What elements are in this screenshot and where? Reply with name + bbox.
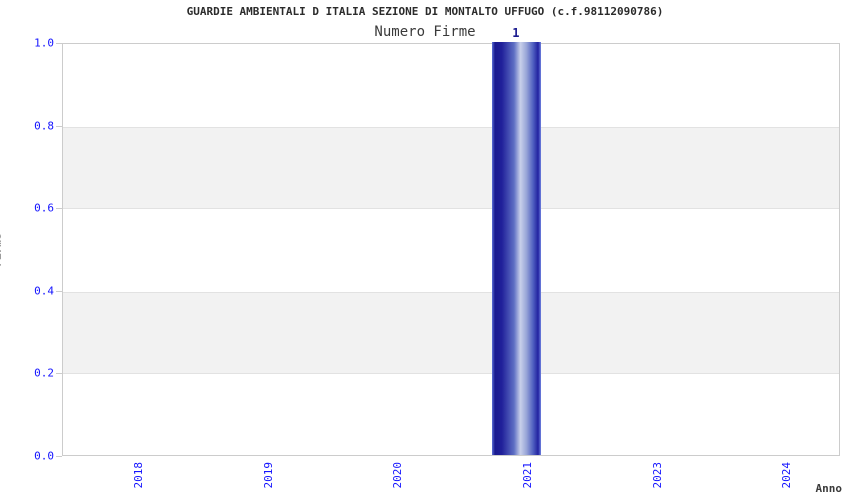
y-tick-label: 1.0 — [34, 36, 54, 50]
grid-band — [63, 126, 839, 210]
y-tick-label: 0.2 — [34, 366, 54, 380]
y-tick-mark — [56, 125, 62, 127]
bar-value-label: 1 — [512, 26, 520, 40]
x-tick-label: 2021 — [520, 462, 534, 489]
y-tick-mark — [56, 43, 62, 44]
y-tick-mark — [56, 208, 62, 210]
chart-subtitle: Numero Firme — [374, 24, 476, 40]
x-tick-label: 2020 — [391, 462, 405, 489]
plot-area — [62, 42, 840, 456]
y-tick-mark — [56, 290, 62, 292]
x-tick-label: 2023 — [650, 462, 664, 489]
y-tick-label: 0.4 — [34, 284, 54, 298]
y-tick-mark — [56, 373, 62, 375]
y-tick-mark — [56, 456, 62, 457]
y-tick-label: 0.6 — [34, 201, 54, 215]
chart-title: GUARDIE AMBIENTALI D ITALIA SEZIONE DI M… — [186, 5, 664, 18]
x-tick-label: 2024 — [780, 462, 794, 489]
x-tick-label: 2018 — [131, 462, 145, 489]
y-tick-label: 0.0 — [34, 449, 54, 463]
x-axis-title: Anno — [815, 482, 843, 495]
bar[interactable] — [492, 42, 542, 455]
grid-band — [63, 291, 839, 375]
y-axis-title: Firme — [0, 233, 4, 267]
x-tick-label: 2019 — [261, 462, 275, 489]
y-tick-label: 0.8 — [34, 119, 54, 133]
